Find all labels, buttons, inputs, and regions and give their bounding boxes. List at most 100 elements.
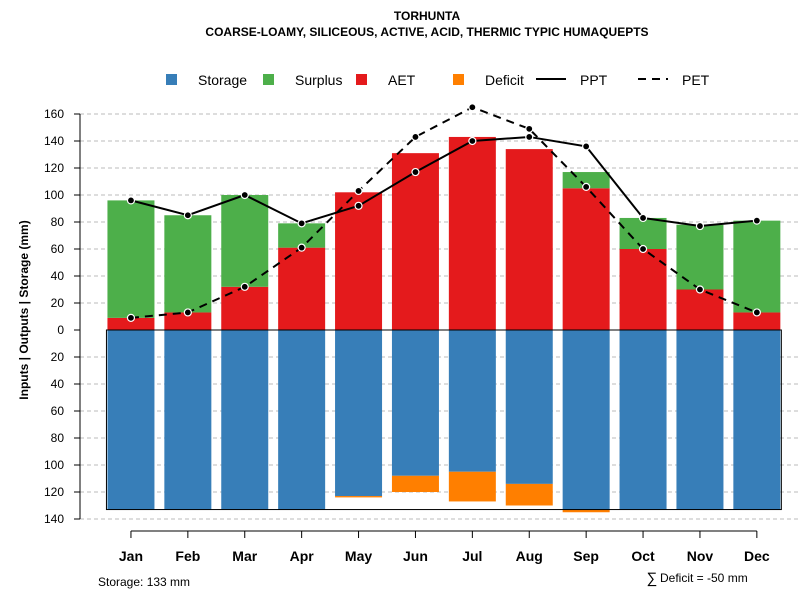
pet-point-mar xyxy=(240,282,249,291)
x-tick-label-aug: Aug xyxy=(516,548,543,564)
legend-label-aet: AET xyxy=(388,72,416,88)
lines xyxy=(126,103,761,322)
deficit-bar-sep xyxy=(562,509,610,513)
y-tick-label: 20 xyxy=(51,296,65,310)
storage-bar-dec xyxy=(733,330,781,510)
aet-bar-oct xyxy=(619,249,667,330)
aet-bar-sep xyxy=(562,188,610,330)
legend-swatch-surplus xyxy=(263,74,274,85)
x-tick-label-jan: Jan xyxy=(119,548,143,564)
pet-point-apr xyxy=(297,243,306,252)
y-tick-label: 120 xyxy=(44,485,64,499)
bars xyxy=(105,136,782,513)
x-tick-label-apr: Apr xyxy=(290,548,315,564)
legend-label-pet: PET xyxy=(682,72,710,88)
storage-bar-oct xyxy=(619,330,667,510)
pet-point-jan xyxy=(126,313,136,322)
x-tick-label-mar: Mar xyxy=(232,548,257,564)
surplus-bar-feb xyxy=(164,215,212,313)
aet-bar-apr xyxy=(278,247,326,330)
legend-label-surplus: Surplus xyxy=(295,72,342,88)
pet-point-may xyxy=(354,186,363,196)
ppt-point-dec xyxy=(752,216,761,225)
pet-point-aug xyxy=(525,124,534,133)
legend-swatch-deficit xyxy=(453,74,464,85)
pet-point-oct xyxy=(638,244,648,254)
x-tick-label-dec: Dec xyxy=(744,548,770,564)
storage-bar-may xyxy=(335,330,383,497)
pet-line xyxy=(130,106,758,319)
surplus-bar-jan xyxy=(107,200,155,318)
storage-bar-jun xyxy=(391,330,439,476)
y-tick-label: 20 xyxy=(51,350,65,364)
y-axis-label: Inputs | Outputs | Storage (mm) xyxy=(17,220,31,399)
pet-point-feb xyxy=(183,308,192,317)
y-tick-label: 140 xyxy=(44,512,64,526)
chart-subtitle: COARSE-LOAMY, SILICEOUS, ACTIVE, ACID, T… xyxy=(205,25,648,39)
ppt-point-jul xyxy=(468,136,477,146)
pet-point-sep xyxy=(582,182,591,191)
aet-bar-may xyxy=(335,192,383,330)
surplus-bar-dec xyxy=(733,220,781,313)
y-tick-label: 60 xyxy=(51,242,65,256)
aet-bar-jul xyxy=(448,136,496,330)
legend-swatch-aet xyxy=(356,74,367,85)
legend-label-ppt: PPT xyxy=(580,72,608,88)
storage-bar-aug xyxy=(505,330,553,484)
storage-note: Storage: 133 mm xyxy=(98,575,190,589)
x-tick-label-may: May xyxy=(345,548,372,564)
y-tick-label: 0 xyxy=(57,323,64,337)
storage-bar-feb xyxy=(164,330,212,510)
aet-bar-aug xyxy=(505,149,553,330)
x-tick-label-jul: Jul xyxy=(462,548,482,564)
storage-bar-apr xyxy=(278,330,326,510)
legend-label-storage: Storage xyxy=(198,72,247,88)
storage-bar-jan xyxy=(107,330,155,510)
deficit-bar-jun xyxy=(391,475,439,492)
x-tick-label-feb: Feb xyxy=(175,548,200,564)
ppt-line xyxy=(130,135,757,228)
storage-bar-jul xyxy=(448,330,496,472)
pet-point-jun xyxy=(411,132,420,142)
ppt-point-nov xyxy=(695,221,705,231)
storage-bar-mar xyxy=(221,330,269,510)
sum-symbol: ∑ xyxy=(647,570,658,587)
y-tick-label: 100 xyxy=(44,458,64,472)
x-tick-label-oct: Oct xyxy=(631,548,655,564)
chart-title: TORHUNTA xyxy=(394,9,461,23)
ppt-point-aug xyxy=(525,132,534,142)
deficit-bar-aug xyxy=(505,483,553,506)
legend-label-deficit: Deficit xyxy=(485,72,524,88)
pet-point-nov xyxy=(695,285,705,294)
x-tick-label-sep: Sep xyxy=(573,548,599,564)
storage-bar-nov xyxy=(676,330,724,510)
y-tick-label: 120 xyxy=(44,161,64,175)
ppt-point-apr xyxy=(297,219,306,228)
aet-bar-jan xyxy=(107,317,155,330)
axes: 160 140 120 100 80 60 40 20 0 20 40 60 80 100 120 140 Ja… xyxy=(44,107,770,564)
aet-bar-nov xyxy=(676,289,724,330)
deficit-bar-may xyxy=(335,496,383,498)
deficit-note: Deficit = -50 mm xyxy=(660,571,748,585)
ppt-point-mar xyxy=(240,190,249,200)
pet-point-jul xyxy=(468,103,477,112)
pet-point-dec xyxy=(752,308,761,317)
y-tick-label: 80 xyxy=(51,431,65,445)
aet-bar-jun xyxy=(391,153,439,330)
y-tick-label: 140 xyxy=(44,134,64,148)
aet-bar-feb xyxy=(164,312,212,330)
ppt-point-may xyxy=(354,201,363,210)
ppt-point-feb xyxy=(183,211,192,220)
deficit-bar-jul xyxy=(448,471,496,502)
ppt-point-jan xyxy=(126,196,136,205)
storage-bar-sep xyxy=(562,330,610,510)
ppt-point-jun xyxy=(411,167,420,177)
legend-swatch-storage xyxy=(166,74,177,85)
y-tick-label: 40 xyxy=(51,269,65,283)
surplus-bar-nov xyxy=(676,224,724,290)
surplus-bar-mar xyxy=(221,195,269,287)
y-tick-label: 160 xyxy=(44,107,64,121)
storage-capacity-outline xyxy=(105,329,782,511)
ppt-point-sep xyxy=(582,142,591,151)
